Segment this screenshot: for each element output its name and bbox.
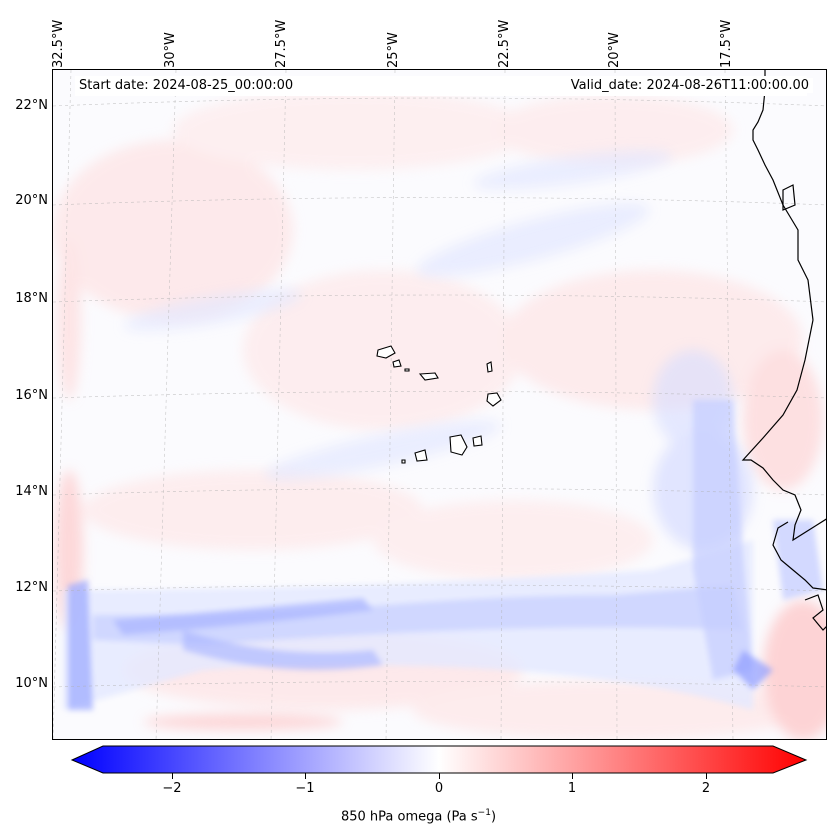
cape-verde-islands [376, 345, 502, 464]
colorbar-tick-label: −1 [295, 781, 315, 796]
lon-label: 27.5°W [274, 19, 289, 68]
omega-shading [53, 90, 826, 739]
lat-label: 18°N [15, 291, 48, 306]
lat-label: 16°N [15, 388, 48, 403]
start-date-label: Start date: 2024-08-25_00:00:00 [75, 78, 298, 93]
colorbar-tick-label: 1 [567, 781, 577, 796]
colorbar [0, 740, 837, 839]
lon-label: 20°W [607, 32, 622, 68]
colorbar-gradient [70, 745, 808, 774]
valid-date-label: Valid_date: 2024-08-26T11:00:00.00 [566, 78, 813, 93]
lat-label: 22°N [15, 98, 48, 113]
colorbar-tick-label: 2 [701, 781, 711, 796]
map-frame [52, 69, 827, 740]
lat-label: 14°N [15, 484, 48, 499]
coastline [741, 70, 826, 631]
colorbar-tick [439, 773, 440, 779]
lat-label: 20°N [15, 193, 48, 208]
lon-label: 25°W [386, 32, 401, 68]
colorbar-tick-label: −2 [162, 781, 182, 796]
colorbar-tick [172, 773, 173, 779]
lon-label: 32.5°W [51, 19, 66, 68]
gridlines [53, 70, 826, 739]
omega-field-map [53, 70, 826, 739]
lat-label: 12°N [15, 580, 48, 595]
colorbar-tick [305, 773, 306, 779]
colorbar-tick [572, 773, 573, 779]
colorbar-tick [706, 773, 707, 779]
lon-label: 22.5°W [497, 19, 512, 68]
colorbar-label: 850 hPa omega (Pa s−1) [340, 808, 497, 825]
lon-label: 30°W [163, 32, 178, 68]
lat-label: 10°N [15, 676, 48, 691]
colorbar-tick-label: 0 [434, 781, 444, 796]
lon-label: 17.5°W [719, 19, 734, 68]
